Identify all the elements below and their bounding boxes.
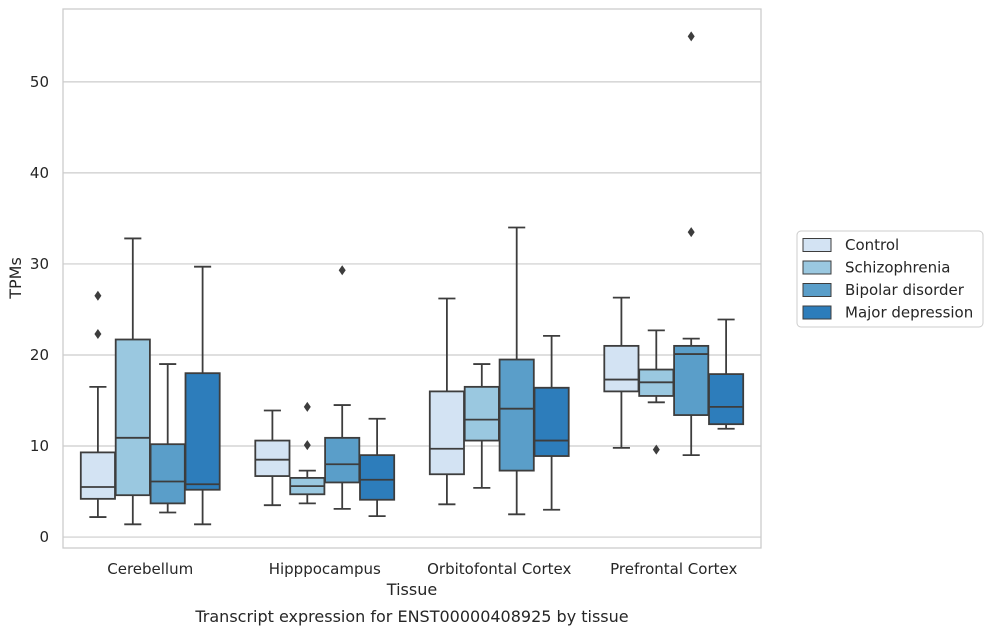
box-iqr <box>673 344 710 416</box>
box-0-1 <box>114 237 151 526</box>
outlier-1 <box>687 31 695 42</box>
box-iqr <box>114 338 151 497</box>
outlier-1 <box>303 401 311 412</box>
outlier-0 <box>652 444 660 455</box>
legend-swatch-3 <box>802 305 832 320</box>
y-tick-label-0: 0 <box>39 528 49 546</box>
y-axis-title: TPMs <box>6 257 25 300</box>
y-tick-label-10: 10 <box>30 437 49 455</box>
x-tick-label-3: Prefrontal Cortex <box>610 560 737 578</box>
outlier-0 <box>94 329 102 340</box>
box-iqr <box>533 386 570 457</box>
box-0-2 <box>149 363 186 514</box>
box-iqr <box>463 385 500 442</box>
x-axis-title: Tissue <box>386 580 437 599</box>
box-3-1 <box>638 329 675 455</box>
chart-caption: Transcript expression for ENST0000040892… <box>194 607 628 626</box>
box-3-3 <box>708 318 745 430</box>
box-iqr <box>149 443 186 505</box>
box-iqr <box>184 372 221 491</box>
box-3-0 <box>603 296 640 449</box>
box-iqr <box>359 454 396 501</box>
y-tick-label-20: 20 <box>30 346 49 364</box>
x-axis: Cerebellum Hipppocampus Orbitofontal Corte… <box>107 560 737 578</box>
x-tick-label-1: Hipppocampus <box>269 560 381 578</box>
box-iqr <box>254 439 291 477</box>
box-iqr <box>79 451 116 500</box>
boxes <box>79 31 745 526</box>
legend-label-2: Bipolar disorder <box>845 281 965 299</box>
outlier-0 <box>338 265 346 276</box>
box-1-1 <box>289 401 326 505</box>
legend-swatch-0 <box>802 238 832 252</box>
plot-frame <box>62 8 762 549</box>
box-0-3 <box>184 265 221 526</box>
box-iqr <box>498 358 535 472</box>
x-tick-label-2: Orbitofontal Cortex <box>427 560 571 578</box>
box-2-3 <box>533 334 570 511</box>
y-tick-label-30: 30 <box>30 255 49 273</box>
box-2-1 <box>463 363 500 489</box>
box-iqr <box>708 373 745 426</box>
box-iqr <box>428 390 465 476</box>
box-1-3 <box>359 417 396 518</box>
outlier-0 <box>687 227 695 238</box>
legend-swatch-2 <box>802 283 832 297</box>
box-iqr <box>324 436 361 484</box>
box-3-2 <box>673 31 710 457</box>
y-tick-label-40: 40 <box>30 164 49 182</box>
box-iqr <box>603 344 640 393</box>
box-1-0 <box>254 409 291 507</box>
legend-label-1: Schizophrenia <box>845 259 950 277</box>
legend-swatch-1 <box>802 260 832 275</box>
legend-label-0: Control <box>845 236 899 254</box>
y-axis: 0 10 20 30 40 50 <box>30 73 49 546</box>
outlier-0 <box>303 440 311 451</box>
x-tick-label-0: Cerebellum <box>107 560 193 578</box>
box-2-2 <box>498 226 535 516</box>
legend-label-3: Major depression <box>845 304 973 322</box>
outlier-1 <box>94 290 102 301</box>
legend-frame <box>796 230 984 328</box>
y-tick-label-50: 50 <box>30 73 49 91</box>
legend: Control Schizophrenia Bipolar disorder Majo… <box>796 230 984 328</box>
